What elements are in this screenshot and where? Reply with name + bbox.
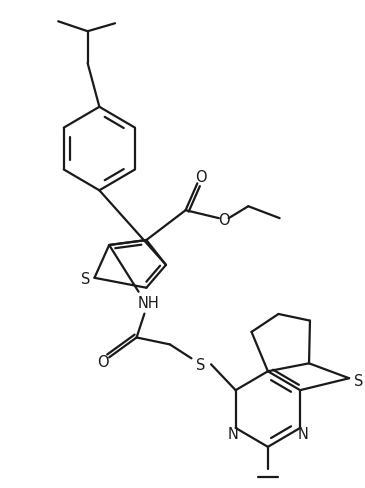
Text: NH: NH bbox=[138, 296, 159, 311]
Text: N: N bbox=[297, 427, 308, 443]
Text: N: N bbox=[227, 427, 238, 443]
Text: S: S bbox=[81, 272, 90, 287]
Text: S: S bbox=[196, 358, 205, 373]
Text: S: S bbox=[354, 374, 364, 389]
Text: O: O bbox=[218, 213, 230, 227]
Text: O: O bbox=[97, 355, 109, 370]
Text: O: O bbox=[195, 170, 207, 185]
